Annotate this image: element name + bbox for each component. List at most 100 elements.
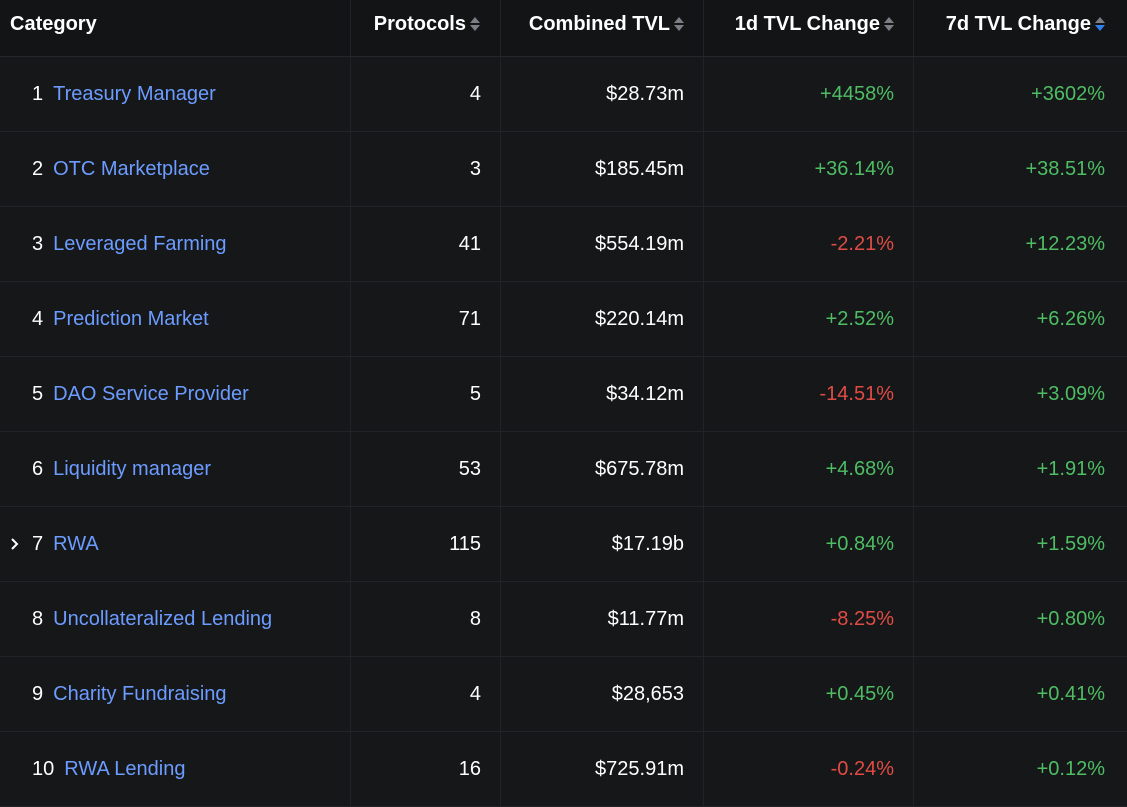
combined-tvl-value: $554.19m	[595, 232, 684, 255]
combined-tvl-cell: $34.12m	[501, 357, 704, 431]
category-cell: 5 DAO Service Provider	[0, 357, 351, 431]
change-7d-cell: +0.12%	[914, 732, 1127, 806]
category-link[interactable]: DAO Service Provider	[53, 382, 249, 405]
change-1d-value: +4.68%	[825, 457, 894, 480]
combined-tvl-value: $11.77m	[607, 607, 684, 630]
combined-tvl-value: $675.78m	[595, 457, 684, 480]
combined-tvl-cell: $28,653	[501, 657, 704, 731]
table-row[interactable]: 7 RWA 115 $17.19b +0.84% +1.59%	[0, 507, 1127, 582]
table-body: 1 Treasury Manager 4 $28.73m +4458% +3602% 2 OT…	[0, 57, 1127, 807]
change-1d-value: +4458%	[820, 82, 894, 105]
category-link[interactable]: Leveraged Farming	[53, 232, 227, 255]
table-row[interactable]: 9 Charity Fundraising 4 $28,653 +0.45% +0.41%	[0, 657, 1127, 732]
change-7d-cell: +38.51%	[914, 132, 1127, 206]
combined-tvl-value: $725.91m	[595, 757, 684, 780]
combined-tvl-cell: $28.73m	[501, 57, 704, 131]
sort-icon	[470, 17, 480, 31]
column-header-1d-change[interactable]: 1d TVL Change	[704, 0, 914, 56]
column-header-label: Category	[10, 12, 97, 35]
rank-number: 1	[32, 82, 44, 105]
table-row[interactable]: 4 Prediction Market 71 $220.14m +2.52% +6.26%	[0, 282, 1127, 357]
category-cell: 10 RWA Lending	[0, 732, 351, 806]
column-header-label: Protocols	[373, 12, 466, 35]
table-row[interactable]: 2 OTC Marketplace 3 $185.45m +36.14% +38.51%	[0, 132, 1127, 207]
protocols-cell: 41	[351, 207, 501, 281]
change-7d-cell: +6.26%	[914, 282, 1127, 356]
column-header-category[interactable]: Category	[0, 0, 351, 56]
change-1d-value: +0.84%	[825, 532, 894, 555]
category-cell: 6 Liquidity manager	[0, 432, 351, 506]
table-row[interactable]: 8 Uncollateralized Lending 8 $11.77m -8.25% +…	[0, 582, 1127, 657]
column-header-label: Combined TVL	[528, 12, 670, 35]
change-1d-cell: +36.14%	[704, 132, 914, 206]
chevron-right-icon[interactable]	[10, 537, 24, 551]
category-link[interactable]: OTC Marketplace	[53, 157, 210, 180]
combined-tvl-cell: $554.19m	[501, 207, 704, 281]
column-header-protocols[interactable]: Protocols	[351, 0, 501, 56]
combined-tvl-cell: $11.77m	[501, 582, 704, 656]
sort-desc-active-icon	[1095, 17, 1105, 31]
change-1d-value: -14.51%	[819, 382, 895, 405]
category-link[interactable]: RWA	[53, 532, 99, 555]
protocols-value: 4	[469, 682, 481, 705]
protocols-value: 8	[469, 607, 481, 630]
category-link[interactable]: Prediction Market	[53, 307, 209, 330]
change-7d-value: +0.12%	[1036, 757, 1105, 780]
combined-tvl-cell: $185.45m	[501, 132, 704, 206]
protocols-value: 5	[469, 382, 481, 405]
column-header-label: 7d TVL Change	[945, 12, 1091, 35]
column-header-7d-change[interactable]: 7d TVL Change	[914, 0, 1127, 56]
category-link[interactable]: Treasury Manager	[53, 82, 216, 105]
protocols-cell: 5	[351, 357, 501, 431]
change-1d-cell: +0.45%	[704, 657, 914, 731]
sort-icon	[884, 17, 894, 31]
table-row[interactable]: 10 RWA Lending 16 $725.91m -0.24% +0.12%	[0, 732, 1127, 807]
column-header-combined-tvl[interactable]: Combined TVL	[501, 0, 704, 56]
protocols-cell: 71	[351, 282, 501, 356]
rank-number: 10	[32, 757, 55, 780]
table-row[interactable]: 5 DAO Service Provider 5 $34.12m -14.51% +3.0…	[0, 357, 1127, 432]
protocols-cell: 16	[351, 732, 501, 806]
category-cell: 4 Prediction Market	[0, 282, 351, 356]
category-link[interactable]: Liquidity manager	[53, 457, 211, 480]
table-row[interactable]: 3 Leveraged Farming 41 $554.19m -2.21% +12.23…	[0, 207, 1127, 282]
rank-number: 6	[32, 457, 44, 480]
change-7d-value: +0.80%	[1036, 607, 1105, 630]
protocols-value: 16	[458, 757, 481, 780]
protocols-cell: 53	[351, 432, 501, 506]
change-7d-value: +6.26%	[1036, 307, 1105, 330]
combined-tvl-value: $28.73m	[606, 82, 684, 105]
combined-tvl-value: $34.12m	[606, 382, 684, 405]
combined-tvl-value: $17.19b	[611, 532, 684, 555]
change-1d-value: -8.25%	[830, 607, 894, 630]
protocols-cell: 3	[351, 132, 501, 206]
sort-icon	[674, 17, 684, 31]
change-1d-cell: -0.24%	[704, 732, 914, 806]
change-1d-cell: -2.21%	[704, 207, 914, 281]
combined-tvl-cell: $220.14m	[501, 282, 704, 356]
table-header: Category Protocols Combined TVL 1d TVL C…	[0, 0, 1127, 57]
table-row[interactable]: 6 Liquidity manager 53 $675.78m +4.68% +1.91%	[0, 432, 1127, 507]
protocols-cell: 4	[351, 57, 501, 131]
change-7d-value: +38.51%	[1025, 157, 1105, 180]
table-row[interactable]: 1 Treasury Manager 4 $28.73m +4458% +3602%	[0, 57, 1127, 132]
change-7d-value: +1.59%	[1036, 532, 1105, 555]
category-link[interactable]: RWA Lending	[64, 757, 186, 780]
change-1d-cell: -14.51%	[704, 357, 914, 431]
protocols-cell: 115	[351, 507, 501, 581]
protocols-cell: 4	[351, 657, 501, 731]
combined-tvl-cell: $17.19b	[501, 507, 704, 581]
rank-number: 8	[32, 607, 44, 630]
combined-tvl-cell: $725.91m	[501, 732, 704, 806]
change-7d-cell: +1.59%	[914, 507, 1127, 581]
combined-tvl-value: $185.45m	[595, 157, 684, 180]
category-link[interactable]: Charity Fundraising	[53, 682, 227, 705]
category-cell: 2 OTC Marketplace	[0, 132, 351, 206]
protocols-value: 41	[458, 232, 481, 255]
rank-number: 5	[32, 382, 44, 405]
change-1d-value: -0.24%	[830, 757, 894, 780]
category-link[interactable]: Uncollateralized Lending	[53, 607, 273, 630]
combined-tvl-value: $28,653	[611, 682, 684, 705]
change-7d-cell: +0.80%	[914, 582, 1127, 656]
